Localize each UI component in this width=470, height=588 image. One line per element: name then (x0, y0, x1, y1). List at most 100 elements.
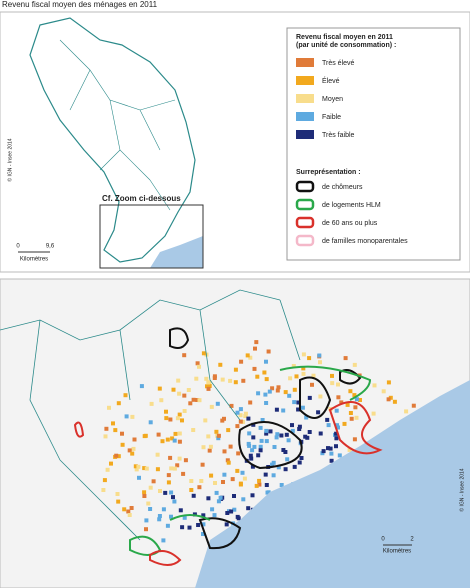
income-cell (310, 382, 314, 387)
income-cell (352, 437, 357, 442)
income-cell (182, 409, 187, 413)
income-cell (336, 395, 341, 400)
income-cell (172, 499, 177, 504)
income-cell (133, 464, 138, 469)
income-cell (241, 378, 246, 383)
income-cell (264, 401, 269, 405)
income-cell (263, 472, 268, 477)
income-cell (113, 428, 118, 433)
overrep-outlines (73, 327, 383, 566)
income-cell (317, 353, 322, 358)
income-cell (130, 414, 135, 419)
income-cell (297, 427, 302, 431)
income-cell (214, 429, 219, 434)
income-cell (132, 437, 137, 442)
income-cell (283, 450, 288, 454)
income-cell (201, 351, 206, 356)
scale-end: 9,6 (46, 244, 55, 250)
income-cell (358, 398, 362, 402)
income-cell (188, 401, 193, 406)
legend-swatch (296, 94, 314, 103)
income-cell (296, 407, 301, 412)
income-cell (271, 473, 276, 478)
income-cell (197, 398, 202, 403)
income-cell (258, 444, 263, 449)
income-cells (101, 340, 416, 555)
income-cell (255, 374, 260, 379)
income-cell (316, 410, 321, 415)
income-cell (182, 353, 187, 358)
income-cell (275, 432, 280, 437)
income-cell (181, 471, 186, 476)
income-cell (207, 384, 212, 388)
income-cell (213, 481, 217, 485)
legend-swatch (295, 216, 315, 229)
income-cell (104, 426, 109, 431)
income-cell (299, 456, 304, 460)
commune-lines (0, 289, 301, 541)
income-cell (226, 428, 231, 433)
income-cell (252, 366, 257, 371)
income-cell (245, 353, 250, 358)
income-cell (285, 457, 290, 462)
income-cell (352, 362, 357, 367)
income-cell (200, 462, 205, 467)
income-cell (246, 441, 251, 446)
income-cell (240, 470, 245, 475)
income-cell (301, 352, 306, 357)
income-cell (388, 395, 393, 400)
income-cell (325, 417, 330, 422)
income-cell (201, 532, 205, 536)
income-cell (263, 392, 268, 397)
income-cell (151, 479, 156, 484)
legend-swatch (296, 58, 314, 67)
income-cell (224, 522, 229, 527)
income-cell (297, 424, 302, 429)
income-cell (229, 509, 234, 514)
legend-label: Moyen (322, 96, 343, 103)
income-cell (271, 460, 276, 465)
legend-subtitle: Surreprésentation : (296, 169, 361, 176)
income-cell (354, 397, 359, 402)
income-cell (286, 438, 291, 443)
income-cell (157, 517, 162, 522)
legend-label: de familles monoparentales (322, 238, 408, 245)
income-cell (283, 467, 288, 472)
income-cell (337, 453, 342, 458)
income-cell (230, 477, 235, 482)
income-cell (301, 371, 306, 376)
income-cell (218, 362, 223, 367)
income-cell (209, 404, 214, 409)
income-cell (247, 431, 252, 436)
income-cell (404, 409, 409, 414)
sea (150, 236, 203, 268)
income-cell (131, 446, 136, 451)
income-cell (222, 472, 227, 477)
income-cell (169, 490, 174, 495)
income-cell (222, 416, 226, 421)
income-cell (284, 432, 289, 437)
income-cell (258, 425, 263, 430)
income-cell (177, 439, 182, 444)
income-cell (134, 467, 139, 472)
income-cell (103, 434, 108, 439)
income-cell (201, 445, 206, 450)
legend-label: de logements HLM (322, 202, 381, 209)
income-cell (249, 456, 254, 461)
legend: Revenu fiscal moyen en 2011 (par unité d… (286, 27, 461, 261)
sea (195, 380, 470, 588)
income-cell (246, 506, 251, 511)
income-cell (221, 480, 225, 484)
income-cell (199, 479, 204, 483)
income-cell (328, 446, 333, 451)
income-cell (266, 349, 271, 354)
income-cell (155, 467, 160, 472)
income-cell (334, 408, 339, 413)
income-cell (291, 364, 296, 368)
income-cell (292, 464, 297, 469)
income-cell (292, 400, 297, 405)
income-cell (155, 452, 160, 457)
income-cell (142, 466, 147, 471)
income-cell (228, 378, 233, 383)
income-cell (175, 463, 180, 468)
